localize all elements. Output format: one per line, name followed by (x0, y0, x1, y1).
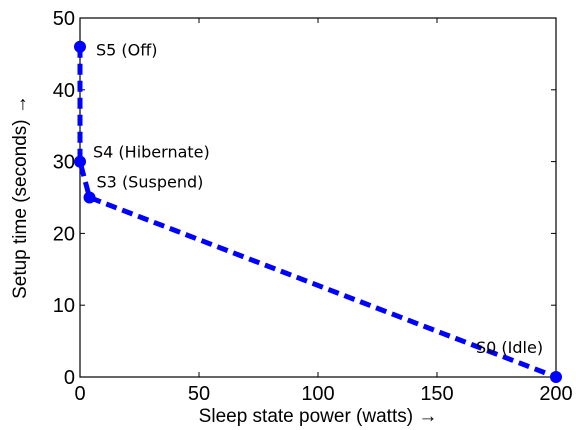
x-tick-label: 100 (301, 383, 334, 405)
point-label: S3 (Suspend) (97, 173, 204, 192)
data-point (550, 371, 562, 383)
y-axis-ticks: 0 10 20 30 40 50 (53, 8, 556, 389)
y-tick-label: 10 (53, 295, 75, 317)
point-label: S4 (Hibernate) (93, 143, 210, 162)
point-label: S0 (Idle) (476, 338, 543, 357)
data-point (74, 155, 86, 168)
series-line (77, 46, 557, 380)
x-axis-title: Sleep state power (watts) → (199, 406, 438, 427)
x-tick-label: 200 (539, 383, 572, 405)
x-tick-label: 0 (74, 383, 85, 405)
y-axis-title: Setup time (seconds) → (10, 95, 31, 299)
point-label: S5 (Off) (96, 41, 158, 60)
data-point (83, 191, 96, 204)
plot-area (79, 17, 557, 378)
x-tick-label: 50 (188, 383, 210, 405)
data-point (74, 40, 86, 53)
y-tick-label: 40 (53, 80, 75, 102)
data-points (74, 40, 562, 383)
y-tick-label: 20 (53, 223, 75, 245)
y-tick-label: 50 (53, 8, 75, 30)
x-tick-label: 150 (420, 383, 453, 405)
y-tick-label: 30 (53, 152, 75, 174)
point-labels: S5 (Off) S4 (Hibernate) S3 (Suspend) S0 (Id… (93, 41, 543, 357)
y-tick-label: 0 (64, 367, 75, 389)
x-axis-ticks: 0 50 100 150 200 (74, 18, 573, 405)
